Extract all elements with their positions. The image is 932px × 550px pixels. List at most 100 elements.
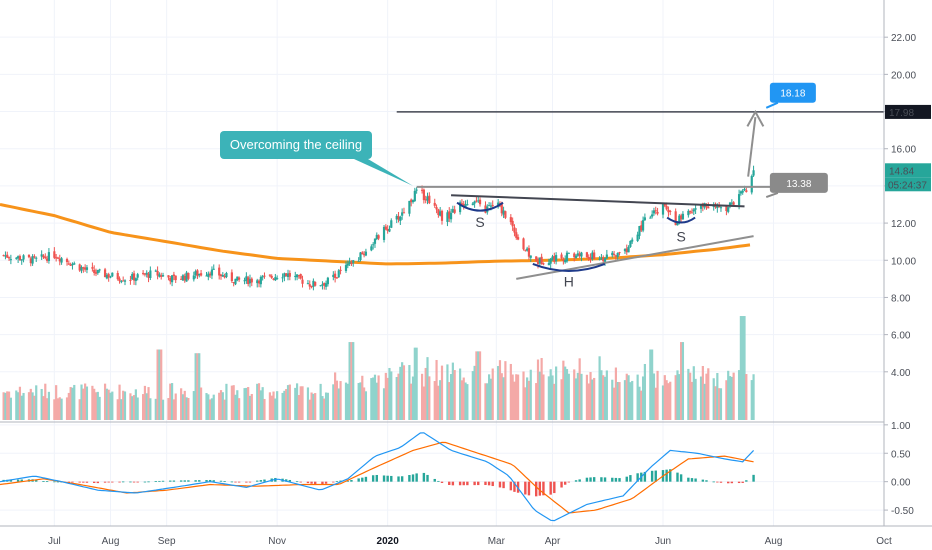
volume-bar	[357, 382, 360, 420]
volume-bar	[286, 385, 290, 420]
volume-bar	[473, 365, 476, 420]
measure-badge-pointer[interactable]	[765, 191, 779, 198]
volume-bar	[223, 399, 226, 420]
pattern-annotations[interactable]: S H S Overcoming the ceiling 18.18 13.38	[220, 82, 884, 290]
volume-bar	[640, 390, 643, 420]
volume-bar	[268, 392, 272, 420]
left-shoulder-label: S	[475, 214, 484, 230]
volume-bar	[160, 349, 163, 420]
candle-body	[60, 258, 63, 263]
macd-histogram-bar	[694, 478, 697, 482]
volume-bar	[526, 377, 529, 420]
volume-bar	[120, 399, 123, 420]
volume-bar	[585, 374, 589, 420]
candle-body	[170, 275, 174, 283]
volume-bar	[180, 388, 183, 420]
candle-body	[169, 277, 172, 282]
volume-bar	[500, 373, 503, 420]
volume-bar	[651, 349, 654, 420]
macd-tick-label: -0.50	[891, 506, 914, 517]
volume-bar	[681, 342, 685, 420]
candle-body	[410, 199, 413, 203]
volume-bar	[270, 395, 273, 420]
candle-body	[4, 255, 7, 257]
candle-body	[643, 217, 646, 221]
volume-bar	[446, 364, 449, 420]
volume-bar	[420, 373, 424, 420]
macd-histogram-bar	[339, 480, 342, 482]
volume-bar	[618, 382, 621, 420]
macd-histogram-bar	[650, 470, 654, 482]
volume-bar	[154, 398, 157, 420]
candle-body	[603, 258, 607, 262]
callout-box[interactable]	[220, 131, 372, 159]
candle-body	[321, 284, 324, 286]
candle-body	[388, 228, 391, 232]
macd-histogram-bar	[375, 474, 378, 482]
volume-bar	[625, 373, 628, 420]
support-line[interactable]	[516, 235, 754, 280]
volume-bar	[118, 384, 121, 420]
volume-bar	[209, 399, 212, 420]
candle-body	[593, 252, 596, 259]
candle-body	[132, 273, 136, 281]
left-shoulder-arc[interactable]	[456, 201, 504, 212]
macd-histogram-bar	[158, 480, 161, 482]
volume-bar	[370, 378, 373, 420]
macd-pane	[0, 421, 884, 522]
candle-body	[663, 203, 666, 206]
volume-bar	[578, 358, 581, 420]
macd-histogram-bar	[415, 473, 418, 482]
trend-line[interactable]	[451, 194, 745, 208]
candle-body	[752, 170, 755, 176]
macd-histogram-bar	[219, 480, 223, 482]
volume-bar	[9, 397, 12, 420]
measure-badge[interactable]	[769, 172, 828, 193]
target-badge-pointer[interactable]	[765, 101, 779, 109]
volume-bar	[428, 376, 431, 420]
volume-bar	[111, 391, 114, 420]
candle-body	[437, 209, 440, 216]
candle-body	[31, 256, 34, 264]
candle-body	[78, 264, 81, 271]
target-arrow-head[interactable]	[746, 109, 765, 127]
price-tick-label: 22.00	[891, 33, 916, 44]
candle-body	[71, 263, 74, 266]
volume-bar	[105, 388, 108, 420]
volume-bar	[161, 399, 165, 420]
candle-body	[451, 209, 454, 213]
candle-body	[261, 276, 264, 278]
candle-body	[352, 260, 355, 263]
price-tick-label: 20.00	[891, 70, 916, 81]
candle-body	[91, 267, 94, 269]
macd-histogram-bar	[71, 481, 74, 483]
macd-histogram-bar	[397, 476, 400, 482]
volume-bar	[103, 383, 107, 420]
callout-pointer[interactable]	[354, 159, 414, 186]
volume-bar	[306, 387, 310, 420]
volume-bar	[2, 392, 5, 420]
volume-bar	[142, 394, 145, 420]
volume-bar	[515, 374, 518, 420]
macd-histogram-bar	[426, 474, 429, 482]
volume-bar	[547, 376, 550, 420]
candle-body	[504, 211, 507, 218]
volume-bar	[149, 398, 152, 420]
axis-labels: 4.006.008.0010.0012.0014.0016.0018.0020.…	[48, 33, 931, 547]
target-badge[interactable]	[769, 82, 816, 103]
macd-histogram-bar	[611, 477, 614, 482]
candle-body	[728, 202, 732, 207]
head-arc[interactable]	[532, 263, 606, 272]
volume-bar	[218, 392, 221, 420]
volume-bar	[373, 374, 377, 420]
volume-bar	[281, 392, 284, 420]
macd-histogram-bar	[107, 481, 110, 483]
volume-bar	[183, 390, 186, 420]
candle-body	[243, 280, 246, 282]
candle-body	[716, 206, 719, 209]
target-arrow[interactable]	[747, 116, 757, 177]
macd-histogram-bar	[85, 481, 89, 483]
macd-histogram-bar	[600, 477, 603, 482]
right-shoulder-arc[interactable]	[666, 216, 696, 224]
volume-bar	[486, 383, 489, 420]
